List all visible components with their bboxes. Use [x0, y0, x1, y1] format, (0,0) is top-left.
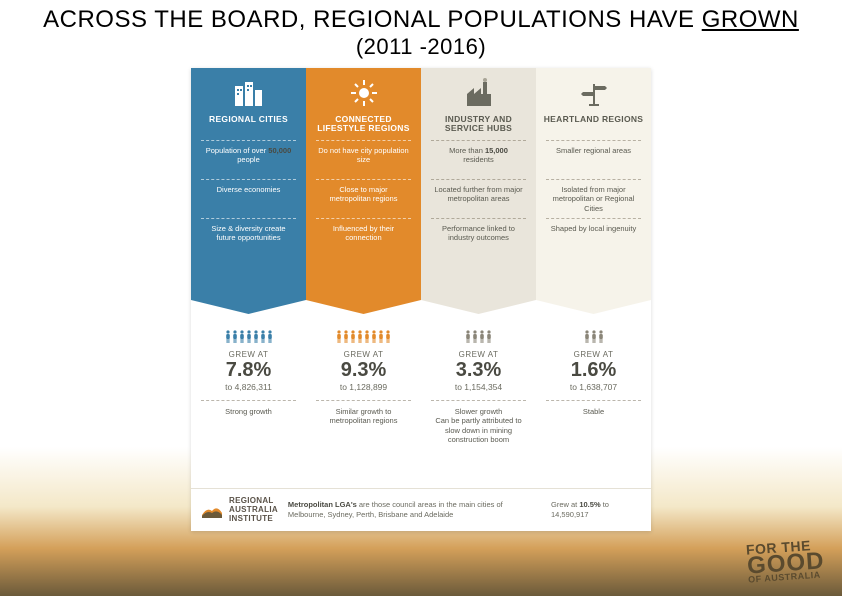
col-0-row-0: Population of over 50,000 people: [201, 140, 296, 174]
col-0-header: REGIONAL CITIES: [197, 115, 300, 135]
rai-logo-text: REGIONALAUSTRALIAINSTITUTE: [229, 497, 278, 523]
title-underlined: GROWN: [702, 6, 799, 33]
col-3-grew-label: GREW AT: [542, 350, 645, 359]
col-2-chevron: [421, 300, 536, 314]
col-2-top: INDUSTRY AND SERVICE HUBS More than 15,00…: [421, 68, 536, 300]
col-2-lower: GREW AT3.3% to 1,154,354 Slower growthCan …: [421, 300, 536, 488]
col-3-row-0: Smaller regional areas: [546, 140, 641, 174]
column-3: HEARTLAND REGIONS Smaller regional areas I…: [536, 68, 651, 488]
col-1-chevron: [306, 300, 421, 314]
col-1-row-2: Influenced by their connection: [316, 218, 411, 252]
footer-mid: Metropolitan LGA's are those council are…: [288, 500, 541, 520]
columns: REGIONAL CITIES Population of over 50,000…: [191, 68, 651, 488]
col-3-to-value: to 1,638,707: [542, 382, 645, 392]
col-0-top: REGIONAL CITIES Population of over 50,000…: [191, 68, 306, 300]
col-3-icon: [542, 74, 645, 112]
col-3-chevron: [536, 300, 651, 314]
col-0-percent: 7.8%: [197, 360, 300, 380]
col-0-lower: GREW AT7.8% to 4,826,311 Strong growth: [191, 300, 306, 488]
column-2: INDUSTRY AND SERVICE HUBS More than 15,00…: [421, 68, 536, 488]
col-1-people-icon: [312, 320, 415, 344]
column-0: REGIONAL CITIES Population of over 50,000…: [191, 68, 306, 488]
page-title: ACROSS THE BOARD, REGIONAL POPULATIONS H…: [0, 0, 842, 68]
rai-logo: REGIONALAUSTRALIAINSTITUTE: [201, 497, 278, 523]
col-3-row-2: Shaped by local ingenuity: [546, 218, 641, 252]
col-3-top: HEARTLAND REGIONS Smaller regional areas I…: [536, 68, 651, 300]
col-2-row-2: Performance linked to industry outcomes: [431, 218, 526, 252]
col-0-row-2: Size & diversity create future opportuni…: [201, 218, 296, 252]
col-3-header: HEARTLAND REGIONS: [542, 115, 645, 135]
col-0-to-value: to 4,826,311: [197, 382, 300, 392]
title-subtitle: (2011 -2016): [10, 34, 832, 66]
title-main: ACROSS THE BOARD, REGIONAL POPULATIONS H…: [43, 6, 702, 33]
col-1-top: CONNECTED LIFESTYLE REGIONS Do not have c…: [306, 68, 421, 300]
footer: REGIONALAUSTRALIAINSTITUTE Metropolitan …: [191, 488, 651, 531]
col-1-to-value: to 1,128,899: [312, 382, 415, 392]
col-0-growth-note: Strong growth: [201, 400, 296, 444]
tagline: FOR THE GOOD OF AUSTRALIA: [745, 539, 825, 584]
col-2-percent: 3.3%: [427, 360, 530, 380]
col-2-row-1: Located further from major metropolitan …: [431, 179, 526, 213]
col-0-row-1: Diverse economies: [201, 179, 296, 213]
col-2-row-0: More than 15,000 residents: [431, 140, 526, 174]
col-3-people-icon: [542, 320, 645, 344]
col-2-growth-note: Slower growthCan be partly attributed to…: [431, 400, 526, 445]
col-3-lower: GREW AT1.6% to 1,638,707 Stable: [536, 300, 651, 488]
col-3-percent: 1.6%: [542, 360, 645, 380]
col-1-growth-note: Similar growth to metropolitan regions: [316, 400, 411, 444]
col-2-people-icon: [427, 320, 530, 344]
footer-right: Grew at 10.5% to 14,590,917: [551, 500, 641, 520]
col-2-header: INDUSTRY AND SERVICE HUBS: [427, 115, 530, 135]
col-2-to-value: to 1,154,354: [427, 382, 530, 392]
col-3-row-1: Isolated from major metropolitan or Regi…: [546, 179, 641, 213]
col-1-row-0: Do not have city population size: [316, 140, 411, 174]
col-0-chevron: [191, 300, 306, 314]
col-2-icon: [427, 74, 530, 112]
rai-logo-icon: [201, 501, 223, 519]
col-3-growth-note: Stable: [546, 400, 641, 444]
col-0-people-icon: [197, 320, 300, 344]
col-1-header: CONNECTED LIFESTYLE REGIONS: [312, 115, 415, 135]
infographic-panel: REGIONAL CITIES Population of over 50,000…: [191, 68, 651, 531]
col-1-lower: GREW AT9.3% to 1,128,899 Similar growth to…: [306, 300, 421, 488]
col-2-grew-label: GREW AT: [427, 350, 530, 359]
col-1-percent: 9.3%: [312, 360, 415, 380]
col-1-icon: [312, 74, 415, 112]
col-0-grew-label: GREW AT: [197, 350, 300, 359]
col-1-grew-label: GREW AT: [312, 350, 415, 359]
tagline-l3: OF AUSTRALIA: [748, 572, 826, 585]
col-0-icon: [197, 74, 300, 112]
column-1: CONNECTED LIFESTYLE REGIONS Do not have c…: [306, 68, 421, 488]
col-1-row-1: Close to major metropolitan regions: [316, 179, 411, 213]
